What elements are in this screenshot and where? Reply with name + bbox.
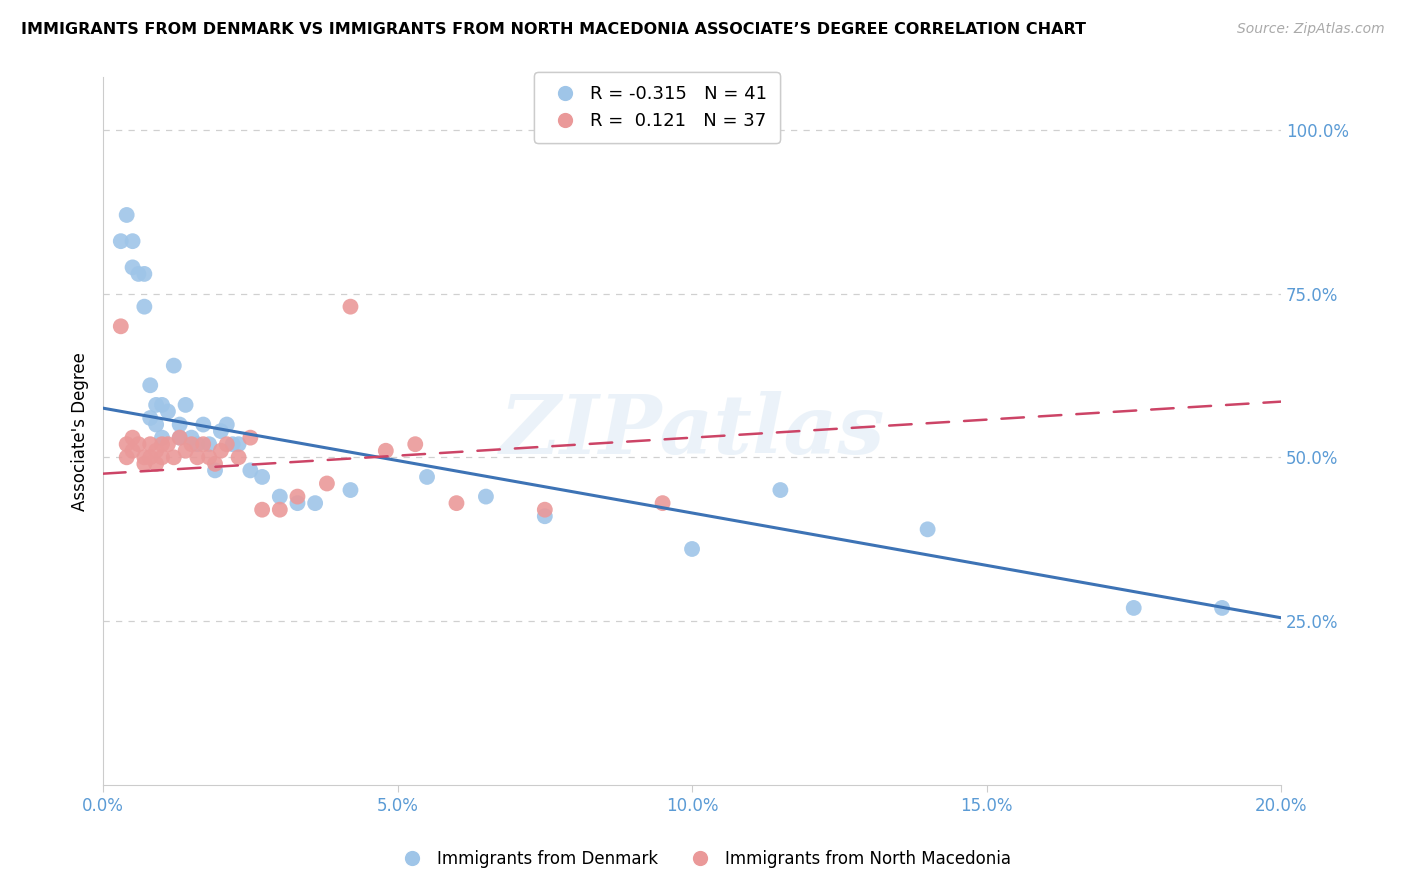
Point xyxy=(163,359,186,373)
Point xyxy=(115,437,138,451)
Point xyxy=(221,437,243,451)
Point xyxy=(228,437,250,451)
Point xyxy=(651,496,673,510)
Point xyxy=(110,234,132,248)
Point xyxy=(186,437,208,451)
Point xyxy=(374,443,396,458)
Point xyxy=(169,417,191,432)
Point xyxy=(209,424,232,438)
Point xyxy=(304,496,326,510)
Text: ZIPatlas: ZIPatlas xyxy=(499,391,884,471)
Point xyxy=(204,463,226,477)
Point xyxy=(193,417,215,432)
Legend: R = -0.315   N = 41, R =  0.121   N = 37: R = -0.315 N = 41, R = 0.121 N = 37 xyxy=(534,72,779,143)
Point xyxy=(139,437,162,451)
Point xyxy=(115,450,138,465)
Point xyxy=(110,319,132,334)
Point xyxy=(134,457,156,471)
Point xyxy=(287,496,309,510)
Point xyxy=(316,476,339,491)
Point xyxy=(475,490,498,504)
Point xyxy=(198,437,221,451)
Point xyxy=(769,483,792,497)
Point xyxy=(139,411,162,425)
Point xyxy=(121,431,143,445)
Point xyxy=(150,398,173,412)
Point xyxy=(269,502,291,516)
Point xyxy=(127,437,149,451)
Point xyxy=(1211,601,1233,615)
Point xyxy=(287,490,309,504)
Point xyxy=(156,437,179,451)
Text: IMMIGRANTS FROM DENMARK VS IMMIGRANTS FROM NORTH MACEDONIA ASSOCIATE’S DEGREE CO: IMMIGRANTS FROM DENMARK VS IMMIGRANTS FR… xyxy=(21,22,1085,37)
Point xyxy=(215,417,238,432)
Point xyxy=(339,300,361,314)
Point xyxy=(416,470,439,484)
Point xyxy=(198,450,221,465)
Point xyxy=(269,490,291,504)
Point xyxy=(139,378,162,392)
Point xyxy=(169,431,191,445)
Point xyxy=(204,457,226,471)
Point xyxy=(209,443,232,458)
Point xyxy=(121,234,143,248)
Point xyxy=(1122,601,1144,615)
Point xyxy=(115,208,138,222)
Point xyxy=(239,431,262,445)
Y-axis label: Associate's Degree: Associate's Degree xyxy=(72,351,89,510)
Point xyxy=(250,470,273,484)
Point xyxy=(134,300,156,314)
Point xyxy=(150,431,173,445)
Point xyxy=(193,437,215,451)
Point xyxy=(404,437,426,451)
Point xyxy=(121,260,143,275)
Point xyxy=(145,417,167,432)
Point xyxy=(134,450,156,465)
Point xyxy=(180,437,202,451)
Point xyxy=(150,437,173,451)
Point xyxy=(215,437,238,451)
Point xyxy=(228,450,250,465)
Point xyxy=(533,509,555,524)
Point xyxy=(446,496,468,510)
Point xyxy=(134,267,156,281)
Text: Source: ZipAtlas.com: Source: ZipAtlas.com xyxy=(1237,22,1385,37)
Point xyxy=(250,502,273,516)
Point xyxy=(174,398,197,412)
Legend: Immigrants from Denmark, Immigrants from North Macedonia: Immigrants from Denmark, Immigrants from… xyxy=(388,844,1018,875)
Point xyxy=(145,443,167,458)
Point xyxy=(917,522,939,536)
Point xyxy=(339,483,361,497)
Point xyxy=(239,463,262,477)
Point xyxy=(533,502,555,516)
Point xyxy=(156,404,179,418)
Point xyxy=(145,457,167,471)
Point xyxy=(186,450,208,465)
Point xyxy=(169,431,191,445)
Point xyxy=(681,541,703,556)
Point xyxy=(150,450,173,465)
Point xyxy=(127,267,149,281)
Point xyxy=(121,443,143,458)
Point xyxy=(174,443,197,458)
Point xyxy=(139,450,162,465)
Point xyxy=(180,431,202,445)
Point xyxy=(163,450,186,465)
Point xyxy=(145,398,167,412)
